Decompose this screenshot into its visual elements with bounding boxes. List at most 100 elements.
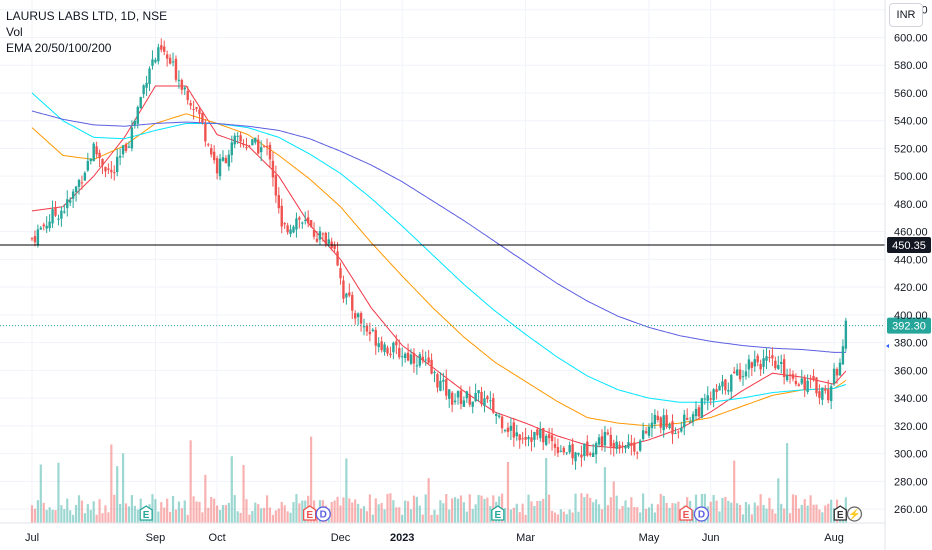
currency-button[interactable]: INR [889,3,923,27]
volume-bar [806,505,809,523]
candle-body [594,443,598,455]
candle-body [295,218,298,230]
dividend-marker-label: D [698,510,705,521]
volume-bar [66,498,69,523]
volume-bar [371,514,374,523]
volume-bar [124,503,128,523]
volume-bar [230,456,233,523]
volume-bar [545,458,548,523]
candle-body [489,400,492,402]
volume-bar [216,505,219,523]
volume-bar [268,507,272,523]
volume-bar [130,495,133,523]
candle-body [92,143,95,162]
candle-body [204,123,207,142]
volume-bar [339,505,342,523]
candle-body [353,313,357,319]
candle-body [636,452,639,454]
volume-bar [136,509,139,523]
candle-body [530,437,533,442]
candle-body [374,329,377,346]
candle-body [60,210,63,219]
volume-bar [691,509,695,523]
candle-body [224,157,228,164]
candle-body [703,398,707,400]
price-axis[interactable]: 260.00 280.00 300.00 320.00 340.00 360.00 380.… [884,0,928,550]
candle-body [439,380,442,391]
candle-body [48,221,51,229]
candle-body [327,239,330,244]
volume-bar [221,505,225,523]
volume-bar [671,503,674,523]
candle-body [471,401,474,407]
symbol-title[interactable]: LAURUS LABS LTD, 1D, NSE [6,9,168,23]
volume-bar [800,504,803,523]
volume-legend[interactable]: Vol [6,25,23,39]
candle-body [586,441,589,456]
volume-bar [606,505,609,523]
candle-body [265,145,269,147]
y-tick-label: 360.00 [894,365,928,377]
candle-body [653,414,657,425]
candle-body [445,379,448,396]
volume-bar [583,497,586,523]
volume-bar [207,507,210,523]
dividend-marker-label: D [320,510,327,521]
candle-body [835,369,839,376]
volume-bar [780,503,783,523]
volume-bar [530,501,533,523]
volume-bar [471,508,474,523]
ema-legend[interactable]: EMA 20/50/100/200 [6,41,112,55]
y-tick-label: 420.00 [894,282,928,294]
candle-body [198,109,201,115]
candle-body [715,389,718,393]
volume-bar [515,503,518,523]
volume-bar [721,497,724,523]
candle-body [116,156,119,173]
volume-bar [815,504,818,523]
volume-bar [74,504,78,523]
time-axis[interactable]: Jul Sep Oct Dec 2023 Mar May Jun Aug [0,522,885,544]
candle-body [218,158,222,177]
candle-body [280,205,283,227]
candle-body [621,445,624,447]
candle-body [174,58,178,80]
candle-body [165,54,169,59]
y-tick-label: 540.00 [894,116,928,128]
volume-bar [762,504,765,523]
volume-bar [759,494,762,523]
candle-body [254,137,257,143]
candle-body [39,227,43,230]
volume-bar [615,495,618,523]
candle-body [95,146,98,155]
volume-bar [195,501,198,523]
candle-body [51,209,54,224]
volume-bar [218,510,222,523]
candle-body [215,158,219,174]
candle-body [80,182,84,184]
candle-body [838,362,842,376]
candle-body [227,154,231,167]
volume-bar [518,512,521,523]
volume-bar [415,496,418,523]
volume-bar [210,497,213,523]
candle-body [356,313,360,318]
ema200-line [31,110,846,353]
candle-body [647,426,651,436]
y-tick-label: 440.00 [894,254,928,266]
candle-body [565,452,568,454]
volume-bar [39,464,42,523]
candle-body [650,422,654,429]
volume-bar [639,512,642,523]
volume-bar [662,495,665,523]
candle-body [42,224,45,227]
candle-body [500,416,504,429]
volume-bar [101,513,104,523]
volume-bar [351,502,354,523]
candle-body [791,374,795,379]
candle-body [497,415,501,417]
candle-body [583,443,586,457]
y-tick-label: 300.00 [894,449,928,461]
candle-body [362,326,366,328]
